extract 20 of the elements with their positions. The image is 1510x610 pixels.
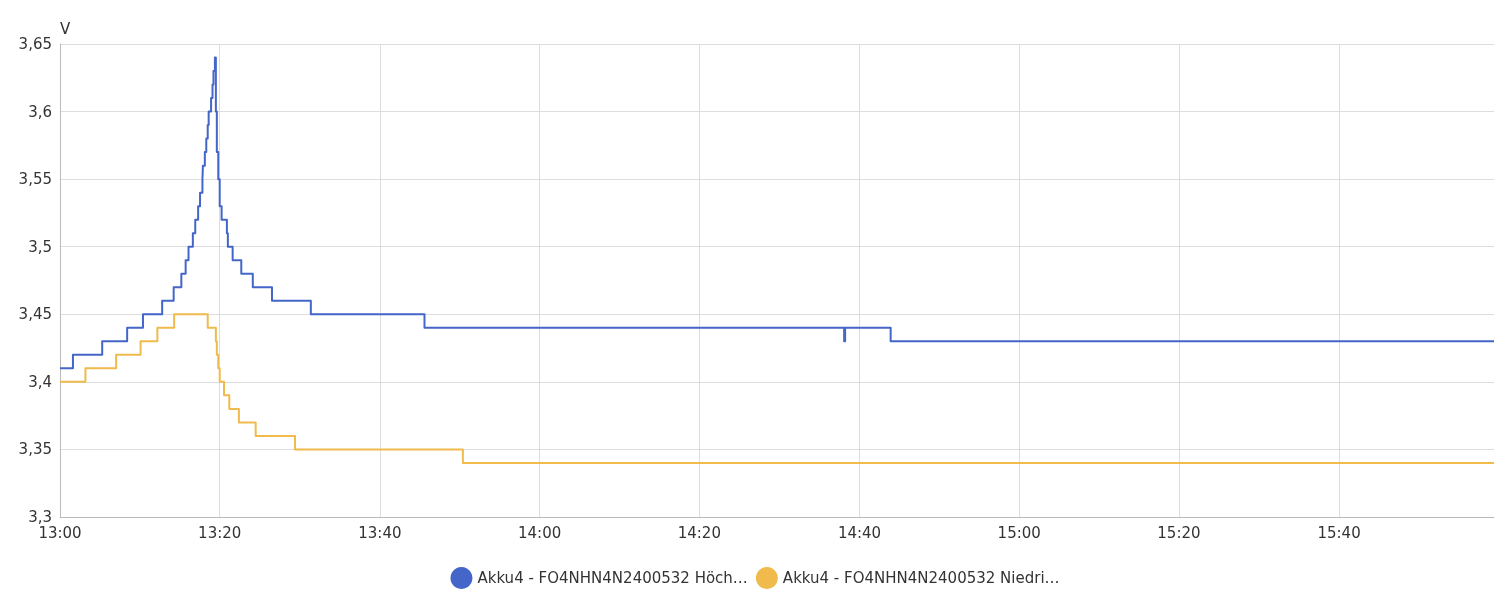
x-tick-label: 13:00 [38, 523, 82, 542]
legend-label: Akku4 - FO4NHN4N2400532 Niedri… [782, 569, 1060, 587]
y-tick-label: 3,5 [28, 237, 52, 256]
y-tick-label: 3,35 [18, 440, 52, 459]
y-tick-label: 3,55 [18, 170, 52, 189]
x-tick-label: 15:20 [1157, 523, 1201, 542]
x-tick-label: 15:00 [997, 523, 1041, 542]
x-tick-label: 14:40 [837, 523, 882, 542]
y-axis-title: V [60, 19, 71, 38]
y-tick-label: 3,4 [28, 372, 52, 391]
y-tick-label: 3,6 [28, 102, 52, 121]
x-tick-label: 14:00 [517, 523, 562, 542]
y-tick-label: 3,3 [28, 508, 52, 526]
x-tick-label: 14:20 [677, 523, 721, 542]
legend-label: Akku4 - FO4NHN4N2400532 Höch… [477, 569, 748, 587]
y-tick-label: 3,65 [18, 35, 52, 53]
x-tick-label: 13:20 [198, 523, 242, 542]
y-tick-label: 3,45 [18, 305, 52, 324]
x-tick-label: 13:40 [358, 523, 402, 542]
x-tick-label: 15:40 [1317, 523, 1361, 542]
